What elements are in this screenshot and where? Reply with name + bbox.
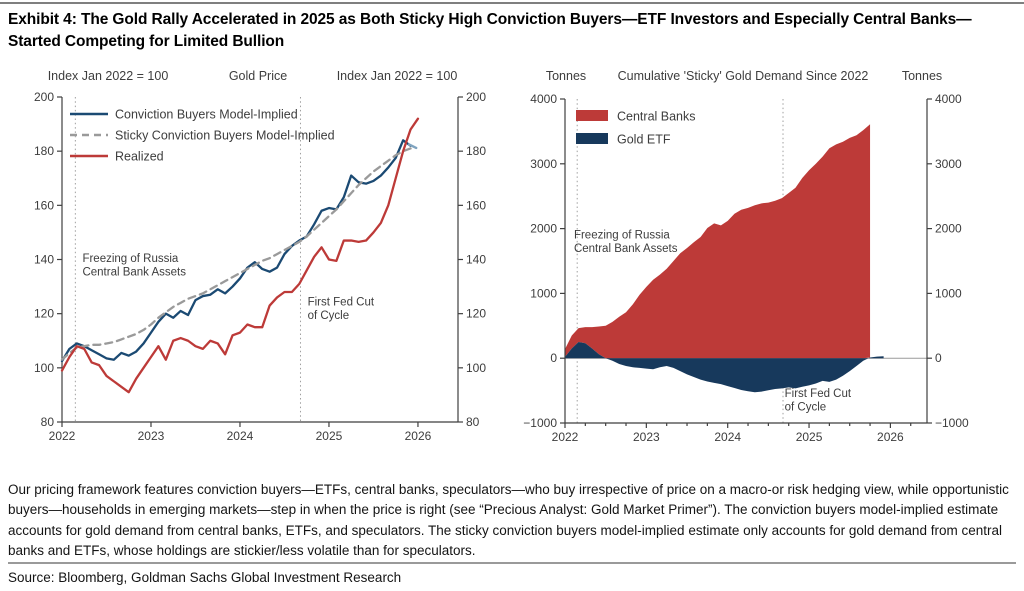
y-tick-label: 100 — [34, 361, 54, 375]
x-tick-label: 2022 — [49, 429, 76, 443]
legend-swatch — [576, 133, 608, 144]
y-tick-label: 1000 — [530, 286, 557, 300]
x-tick-label: 2026 — [877, 430, 904, 444]
annotation-text: First Fed Cut — [308, 297, 375, 309]
y-tick-label: 200 — [34, 90, 54, 104]
y-tick-label: 80 — [466, 415, 480, 429]
x-tick-label: 2024 — [227, 429, 254, 443]
y-tick-label: 0 — [935, 351, 942, 365]
y-tick-label: 1000 — [935, 286, 962, 300]
annotation-text: Freezing of Russia — [82, 253, 178, 265]
top-divider — [0, 2, 1024, 4]
chart-title: Gold Price — [229, 69, 287, 83]
y-tick-label: 3000 — [935, 157, 962, 171]
series-conviction-buyers-model-implied — [60, 139, 412, 363]
x-tick-label: 2025 — [796, 430, 823, 444]
gold-price-chart: Index Jan 2022 = 100 Gold Price Index Jan … — [34, 69, 486, 443]
chart-title: Cumulative 'Sticky' Gold Demand Since 20… — [618, 69, 869, 83]
x-tick-label: 2026 — [405, 429, 432, 443]
legend-label: Central Banks — [617, 110, 696, 124]
y-tick-label: 140 — [34, 253, 54, 267]
y-tick-label: −1000 — [523, 416, 557, 430]
y-tick-label: 160 — [34, 198, 54, 212]
annotation-text: of Cycle — [785, 402, 827, 414]
gold-etf-area — [565, 342, 884, 393]
left-axis-title: Index Jan 2022 = 100 — [48, 69, 169, 83]
y-tick-label: 180 — [34, 144, 54, 158]
x-tick-label: 2023 — [138, 429, 165, 443]
left-axis-title: Tonnes — [546, 69, 586, 83]
annotation-text: of Cycle — [308, 310, 350, 322]
y-tick-label: 4000 — [935, 92, 962, 106]
x-tick-label: 2025 — [316, 429, 343, 443]
y-tick-label: 4000 — [530, 92, 557, 106]
source-divider — [8, 562, 1016, 564]
x-tick-label: 2022 — [552, 430, 579, 444]
legend-swatch — [576, 110, 608, 121]
series-realized — [60, 117, 420, 394]
y-tick-label: 120 — [34, 307, 54, 321]
gold-demand-chart: Tonnes Cumulative 'Sticky' Gold Demand Si… — [523, 69, 969, 444]
legend-label: Gold ETF — [617, 133, 671, 147]
y-tick-label: −1000 — [935, 416, 969, 430]
annotation-text: Central Bank Assets — [574, 243, 678, 255]
y-tick-label: 180 — [466, 144, 486, 158]
y-tick-label: 2000 — [530, 222, 557, 236]
series-sticky-conviction-buyers-model-implied — [60, 147, 412, 361]
annotation-text: Central Bank Assets — [82, 267, 186, 279]
x-tick-label: 2024 — [714, 430, 741, 444]
y-tick-label: 2000 — [935, 222, 962, 236]
series-latest-point-marker — [407, 143, 418, 150]
exhibit-note: Our pricing framework features convictio… — [8, 482, 1009, 558]
right-axis-title: Tonnes — [902, 69, 942, 83]
legend-label: Conviction Buyers Model-Implied — [115, 108, 298, 122]
y-tick-label: 140 — [466, 253, 486, 267]
annotation-text: Freezing of Russia — [574, 229, 670, 241]
exhibit-title: Exhibit 4: The Gold Rally Accelerated in… — [8, 11, 972, 50]
y-tick-label: 100 — [466, 361, 486, 375]
central-banks-area — [565, 124, 871, 359]
right-axis-title: Index Jan 2022 = 100 — [337, 69, 458, 83]
annotation-text: First Fed Cut — [785, 388, 852, 400]
y-tick-label: 200 — [466, 90, 486, 104]
legend-label: Sticky Conviction Buyers Model-Implied — [115, 129, 335, 143]
y-tick-label: 3000 — [530, 157, 557, 171]
y-tick-label: 80 — [41, 415, 55, 429]
y-tick-label: 160 — [466, 198, 486, 212]
y-tick-label: 120 — [466, 307, 486, 321]
x-tick-label: 2023 — [633, 430, 660, 444]
y-tick-label: 0 — [550, 351, 557, 365]
source-line: Source: Bloomberg, Goldman Sachs Global … — [8, 570, 402, 585]
legend-label: Realized — [115, 150, 164, 164]
